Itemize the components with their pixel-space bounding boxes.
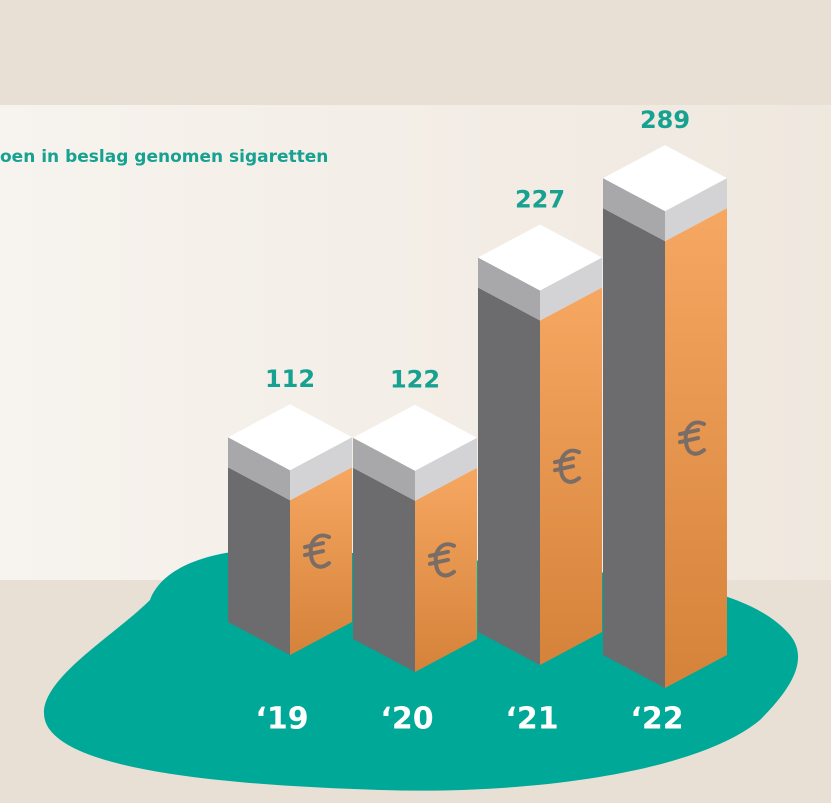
value-label: 122: [390, 366, 440, 394]
bar: [478, 224, 602, 665]
bar-left-face: [603, 208, 665, 688]
bar-right-cap: [665, 178, 727, 242]
bar-right-cap: [290, 437, 352, 501]
bar-left-face: [353, 467, 415, 672]
euro-icon: [678, 420, 706, 456]
bar-left-cap: [478, 257, 540, 321]
bar-left-face: [228, 467, 290, 655]
bar: [603, 145, 727, 688]
bar-left-cap: [603, 178, 665, 242]
value-label: 227: [515, 185, 565, 213]
bar-top: [603, 145, 727, 212]
bar-top: [478, 224, 602, 291]
value-label: 112: [265, 365, 315, 393]
euro-icon: [428, 542, 456, 578]
euro-icon: [553, 448, 581, 484]
x-tick-label: ‘19: [255, 702, 308, 737]
x-tick-label: ‘22: [630, 702, 683, 737]
bar-right-face: [415, 467, 477, 672]
bar-left-cap: [228, 437, 290, 501]
bar-top: [228, 404, 352, 471]
bar-right-cap: [540, 257, 602, 321]
bar-left-cap: [353, 437, 415, 501]
value-label: 289: [640, 106, 690, 134]
bar-left-face: [478, 287, 540, 665]
chart-title: oen in beslag genomen sigaretten: [0, 147, 328, 167]
bar-right-face: [665, 208, 727, 688]
bar: [228, 404, 352, 655]
x-tick-label: ‘20: [380, 702, 433, 737]
bar-right-cap: [415, 437, 477, 501]
bar-right-face: [290, 467, 352, 655]
bar-right-face: [540, 287, 602, 665]
x-tick-label: ‘21: [505, 702, 558, 737]
euro-icon: [303, 533, 331, 569]
bar: [353, 404, 477, 672]
bar-top: [353, 404, 477, 471]
